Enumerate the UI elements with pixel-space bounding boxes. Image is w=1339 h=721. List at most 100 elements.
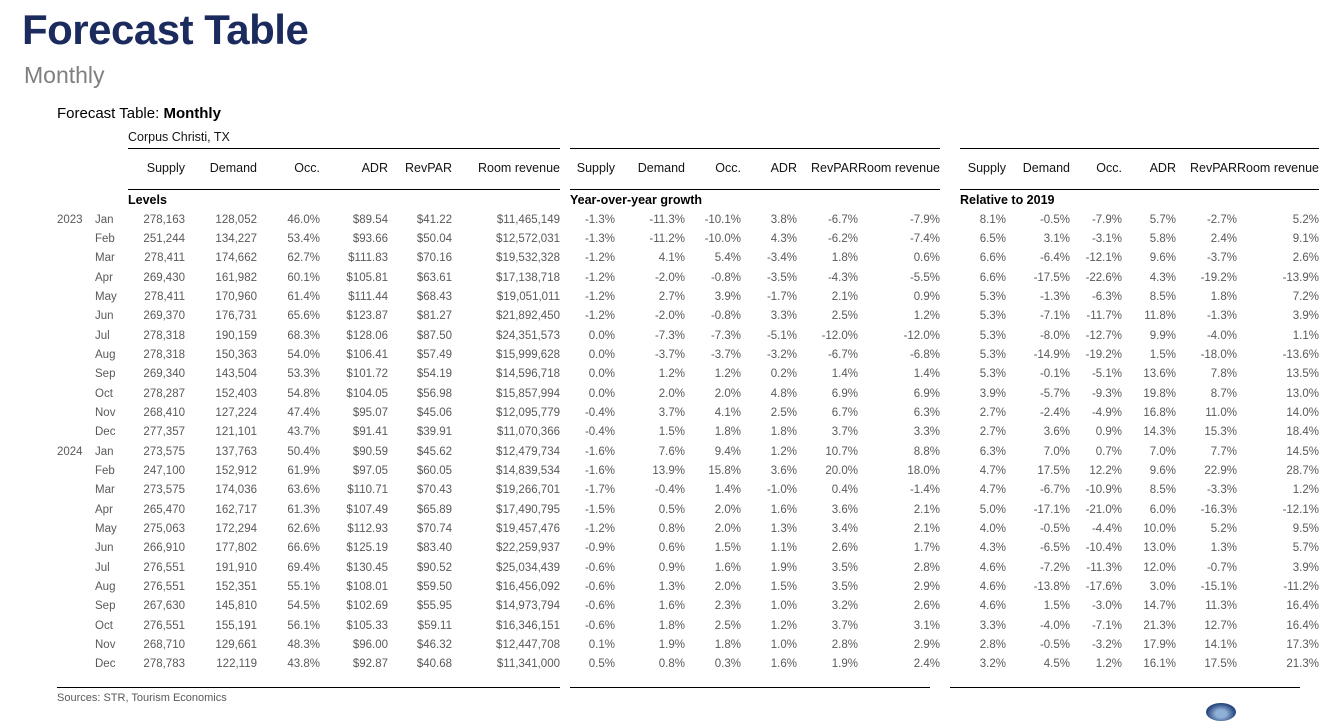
cell-yoy-supply: 0.5%	[588, 658, 615, 671]
cell-yoy-adr: -3.5%	[766, 271, 797, 284]
cell-levels-supply: 278,411	[144, 290, 185, 303]
cell-yoy-demand: 4.1%	[658, 252, 685, 265]
cell-rel2019-revpar: -3.7%	[1206, 252, 1237, 265]
market-label: Corpus Christi, TX	[128, 130, 230, 144]
cell-levels-revpar: $41.22	[416, 213, 452, 226]
table-row: Jun 266,910 177,802 66.6% $125.19 $83.40 $22,2…	[57, 539, 1319, 558]
section-gap	[560, 384, 570, 403]
section-gap	[560, 597, 570, 616]
cell-rel2019-room-revenue: -13.6%	[1282, 348, 1319, 361]
cell-yoy-room-revenue: -5.5%	[909, 271, 940, 284]
section-gap	[560, 635, 570, 654]
year-label	[57, 403, 95, 422]
cell-yoy-room-revenue: 2.9%	[913, 638, 940, 651]
cell-yoy-occ: 1.2%	[714, 368, 741, 381]
cell-levels-revpar: $54.19	[416, 368, 452, 381]
cell-levels-occ: 62.6%	[287, 522, 320, 535]
year-label	[57, 384, 95, 403]
section-gap	[940, 423, 960, 442]
section-gap	[940, 577, 960, 596]
month-label: Sep	[95, 600, 116, 613]
section-gap	[560, 190, 570, 211]
cell-yoy-demand: 0.8%	[658, 658, 685, 671]
section-gap	[940, 442, 960, 461]
cell-yoy-adr: 1.6%	[770, 503, 797, 516]
month-label: Jan	[95, 445, 114, 458]
year-label	[57, 655, 95, 674]
section-gap	[560, 461, 570, 480]
cell-rel2019-revpar: 11.3%	[1205, 600, 1237, 613]
cell-levels-room-revenue: $14,839,534	[496, 464, 560, 477]
cell-yoy-supply: -0.6%	[584, 580, 615, 593]
col-header-demand: Demand	[185, 148, 257, 190]
cell-levels-demand: 174,662	[215, 252, 257, 265]
month-label: Oct	[95, 387, 113, 400]
cell-rel2019-adr: 4.3%	[1149, 271, 1176, 284]
cell-levels-adr: $111.83	[348, 252, 388, 265]
section-gap	[940, 519, 960, 538]
cell-levels-supply: 278,411	[144, 252, 185, 265]
cell-rel2019-demand: -0.5%	[1039, 638, 1070, 651]
cell-rel2019-occ: -10.9%	[1085, 484, 1122, 497]
cell-levels-adr: $108.01	[346, 580, 388, 593]
cell-levels-room-revenue: $17,490,795	[496, 503, 560, 516]
cell-rel2019-occ: -11.7%	[1086, 310, 1122, 323]
cell-yoy-room-revenue: 18.0%	[907, 464, 940, 477]
cell-rel2019-room-revenue: 9.1%	[1292, 232, 1319, 245]
cell-yoy-demand: 1.9%	[658, 638, 685, 651]
cell-rel2019-occ: -6.3%	[1091, 290, 1122, 303]
cell-levels-adr: $89.54	[352, 213, 388, 226]
cell-yoy-demand: -2.0%	[654, 271, 685, 284]
cell-yoy-revpar: 3.7%	[831, 426, 858, 439]
cell-rel2019-demand: -14.9%	[1033, 348, 1070, 361]
cell-yoy-room-revenue: 3.3%	[913, 426, 940, 439]
cell-levels-supply: 273,575	[143, 484, 185, 497]
cell-rel2019-supply: 6.5%	[979, 232, 1006, 245]
cell-rel2019-room-revenue: 13.0%	[1286, 387, 1319, 400]
section-gap	[560, 577, 570, 596]
cell-levels-supply: 275,063	[143, 522, 185, 535]
cell-levels-occ: 60.1%	[287, 271, 320, 284]
cell-levels-revpar: $55.95	[416, 600, 452, 613]
cell-levels-room-revenue: $24,351,573	[496, 329, 560, 342]
cell-levels-revpar: $87.50	[416, 329, 452, 342]
month-label: May	[95, 522, 117, 535]
cell-yoy-occ: 1.8%	[714, 638, 741, 651]
cell-yoy-occ: 2.5%	[714, 619, 741, 632]
cell-rel2019-revpar: 12.7%	[1204, 619, 1237, 632]
section-gap	[940, 345, 960, 364]
cell-levels-room-revenue: $14,973,794	[496, 600, 560, 613]
table-row: 2023 Jan 278,163 128,052 46.0% $89.54 $41.22 $1…	[57, 210, 1319, 229]
cell-yoy-adr: -3.4%	[766, 252, 797, 265]
cell-rel2019-room-revenue: 3.9%	[1292, 561, 1319, 574]
section-gap	[560, 500, 570, 519]
col-header-revpar: RevPAR	[1176, 148, 1237, 190]
cell-yoy-room-revenue: -6.8%	[909, 348, 940, 361]
cell-levels-revpar: $45.06	[416, 406, 452, 419]
cell-yoy-occ: -3.7%	[710, 348, 741, 361]
cell-rel2019-supply: 3.3%	[979, 619, 1006, 632]
year-label	[57, 229, 95, 248]
cell-yoy-supply: 0.0%	[588, 329, 615, 342]
cell-levels-demand: 162,717	[215, 503, 257, 516]
cell-rel2019-room-revenue: 14.0%	[1286, 406, 1319, 419]
cell-yoy-occ: 4.1%	[714, 406, 741, 419]
cell-yoy-adr: -1.7%	[766, 290, 797, 303]
cell-yoy-occ: 5.4%	[714, 252, 741, 265]
cell-yoy-adr: -1.0%	[766, 484, 797, 497]
month-label: Jan	[95, 213, 114, 226]
month-label: Mar	[95, 484, 115, 497]
cell-yoy-room-revenue: -7.9%	[909, 213, 940, 226]
section-gap	[940, 365, 960, 384]
cell-rel2019-room-revenue: 21.3%	[1286, 658, 1319, 671]
cell-rel2019-revpar: 5.2%	[1210, 522, 1237, 535]
cell-yoy-adr: 3.3%	[770, 310, 797, 323]
cell-rel2019-revpar: 14.1%	[1204, 638, 1237, 651]
cell-rel2019-occ: -3.1%	[1091, 232, 1122, 245]
cell-levels-demand: 137,763	[215, 445, 257, 458]
cell-yoy-revpar: 3.5%	[831, 561, 858, 574]
table-row: Jun 269,370 176,731 65.6% $123.87 $81.27 $21,8…	[57, 307, 1319, 326]
cell-rel2019-revpar: 8.7%	[1210, 387, 1237, 400]
cell-yoy-demand: 0.9%	[658, 561, 685, 574]
cell-levels-demand: 174,036	[215, 484, 257, 497]
